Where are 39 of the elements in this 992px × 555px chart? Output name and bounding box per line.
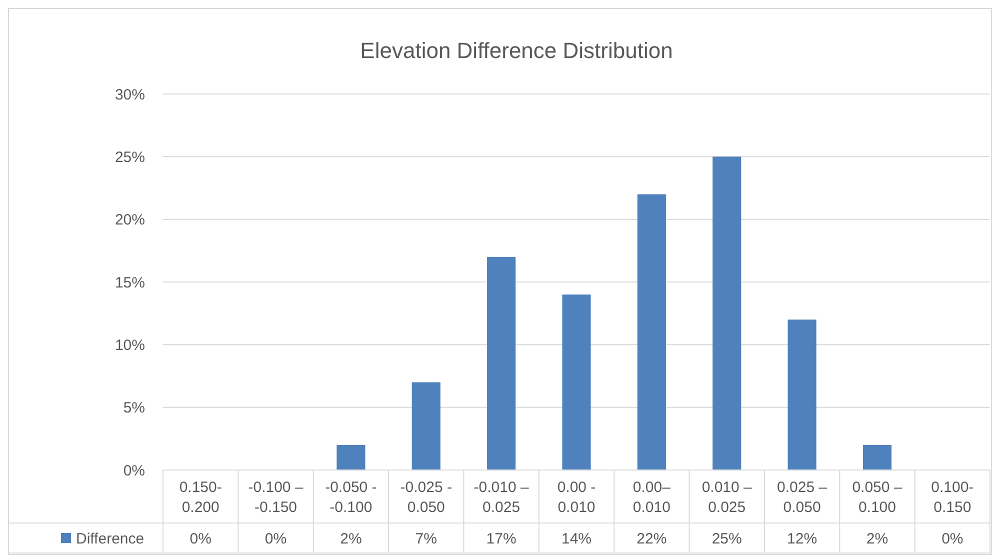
bar [712,156,742,470]
x-tick-label: 0.050 – 0.100 [852,478,903,516]
y-tick-label: 10% [114,336,145,354]
x-tick-label: 0.025 – 0.050 [777,478,828,516]
x-tick-label: 0.100-0.150 [931,478,974,516]
legend-label: Difference [76,530,144,548]
x-tick-label: 0.00 - 0.010 [557,478,596,516]
y-tick-label: 5% [123,400,145,417]
x-tick-label: 0.010 – 0.025 [702,478,753,516]
bar [862,444,892,470]
data-label: 12% [787,530,818,548]
data-label: 0% [942,530,964,548]
data-label: 7% [415,530,437,548]
chart-title: Elevation Difference Distribution [360,38,673,63]
y-tick-label: 20% [114,212,145,229]
data-label: 22% [636,530,667,548]
data-label: 2% [340,530,362,548]
data-label: 0% [264,530,287,548]
x-tick-label: -0.050 - -0.100 [325,478,377,516]
x-tick-label: 0.150-0.200 [179,478,222,516]
data-label: 25% [712,530,742,548]
y-tick-label: 15% [114,274,145,292]
y-tick-label: 25% [114,148,145,166]
bar [637,194,666,470]
bar [412,382,440,470]
bar [788,320,816,470]
x-tick-label: -0.025 - 0.050 [400,478,452,516]
bar [336,444,366,470]
y-tick-label: 0% [123,462,145,480]
y-tick-label: 30% [114,86,145,104]
x-tick-label: -0.010 – 0.025 [474,478,530,516]
data-label: 14% [561,530,592,548]
data-label: 2% [866,530,888,548]
x-tick-label: 0.00–0.010 [632,478,672,516]
data-label: 0% [190,530,212,548]
data-label: 17% [486,530,516,548]
bar [562,294,591,470]
bar [487,256,516,470]
x-tick-label: -0.100 – -0.150 [248,478,304,516]
